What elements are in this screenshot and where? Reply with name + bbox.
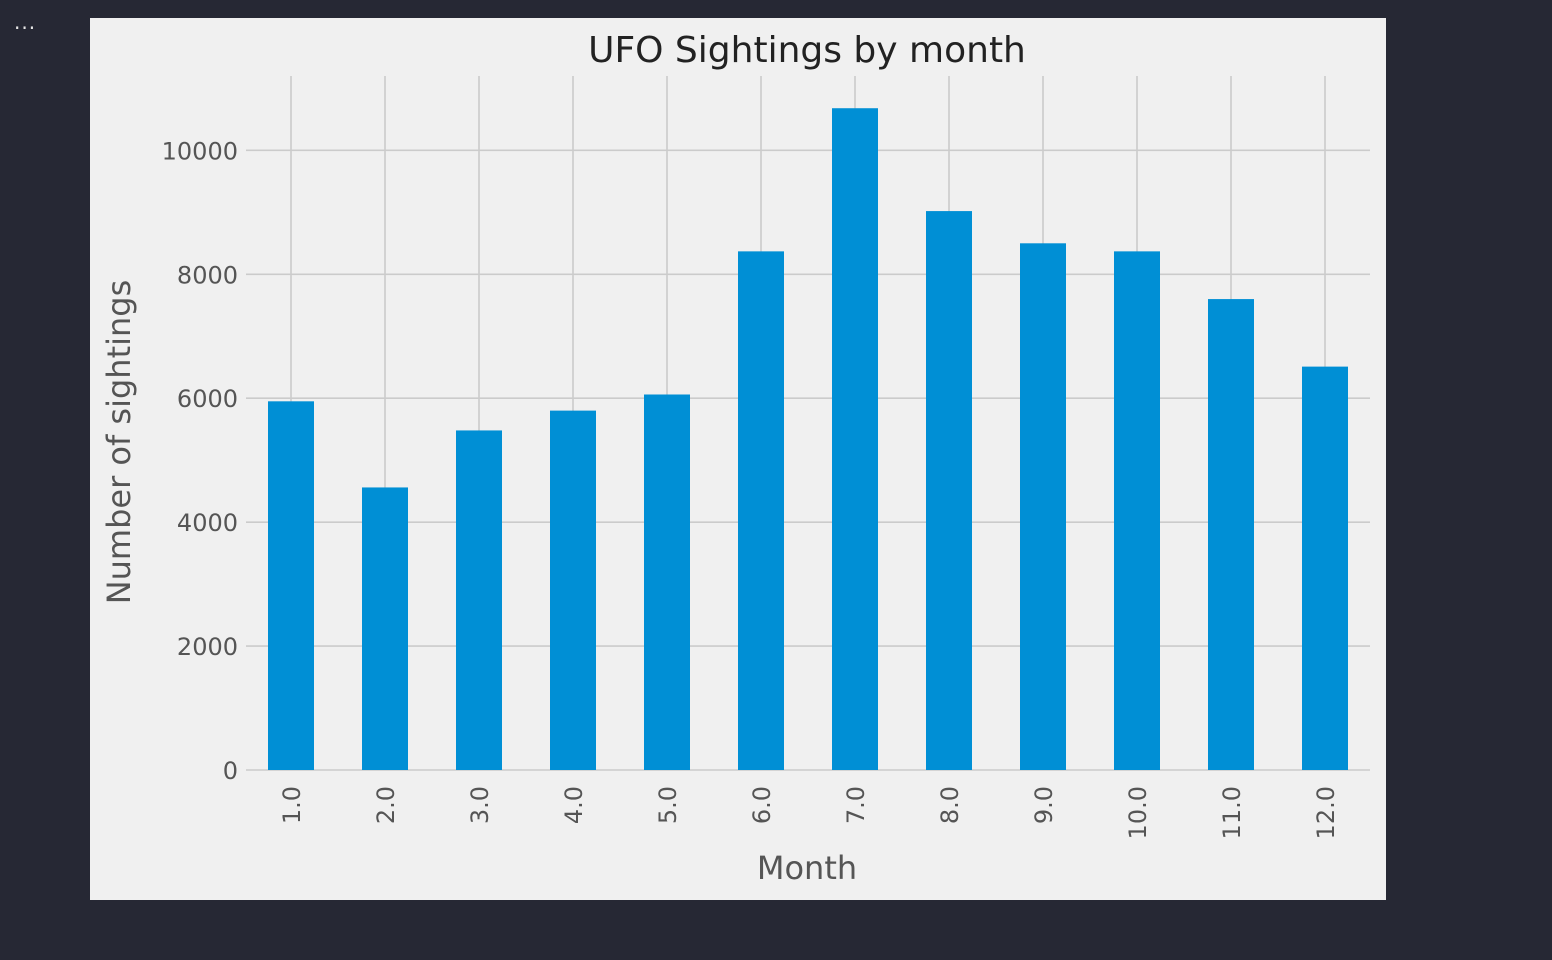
x-tick-label: 4.0 [560,786,588,824]
bar-chart: 0 2000 4000 6000 8000 10000 1.0 2.0 3.0 4.0 5.0 6.… [90,18,1386,900]
x-axis-title: Month [757,849,857,887]
bar-month-1.0 [268,401,314,770]
x-tick-label: 12.0 [1312,786,1340,839]
x-tick-label: 10.0 [1124,786,1152,839]
bar-month-7.0 [832,108,878,770]
y-tick-label: 10000 [162,137,238,165]
bar-month-10.0 [1114,251,1160,770]
bar-month-8.0 [926,211,972,770]
x-tick-label: 7.0 [842,786,870,824]
bar-month-12.0 [1302,366,1348,770]
x-tick-label: 11.0 [1218,786,1246,839]
bar-month-11.0 [1208,299,1254,770]
bars [268,108,1348,770]
y-axis-title: Number of sightings [100,280,138,605]
bar-month-4.0 [550,410,596,770]
more-options-icon[interactable]: ... [14,10,37,34]
x-tick-labels: 1.0 2.0 3.0 4.0 5.0 6.0 7.0 8.0 9.0 10.0 11.0 12.0 [278,786,1340,839]
bar-month-6.0 [738,251,784,770]
chart-title: UFO Sightings by month [588,30,1026,71]
x-tick-label: 6.0 [748,786,776,824]
bar-month-3.0 [456,430,502,770]
x-tick-label: 9.0 [1030,786,1058,824]
bar-month-2.0 [362,487,408,770]
y-tick-labels: 0 2000 4000 6000 8000 10000 [162,137,238,785]
y-tick-label: 8000 [177,261,238,289]
x-tick-label: 3.0 [466,786,494,824]
y-tick-label: 2000 [177,633,238,661]
y-tick-label: 4000 [177,509,238,537]
x-tick-label: 8.0 [936,786,964,824]
y-tick-label: 0 [223,757,238,785]
bar-month-5.0 [644,394,690,770]
bar-month-9.0 [1020,243,1066,770]
x-tick-label: 2.0 [372,786,400,824]
x-tick-label: 1.0 [278,786,306,824]
x-tick-label: 5.0 [654,786,682,824]
y-tick-label: 6000 [177,385,238,413]
